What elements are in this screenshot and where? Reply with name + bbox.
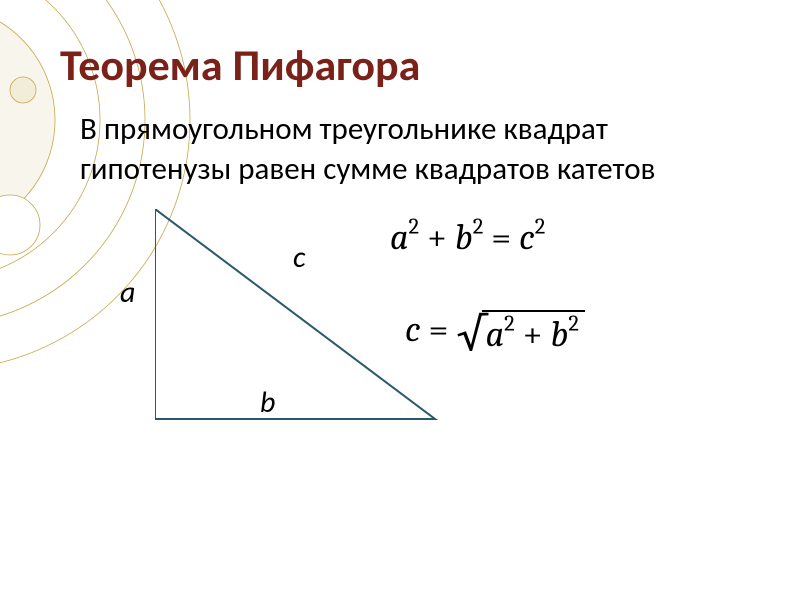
label-c: c: [293, 239, 305, 276]
label-b: b: [260, 384, 275, 421]
label-a: a: [120, 274, 135, 311]
theorem-text: В прямоугольном треугольнике квадрат гип…: [60, 110, 740, 189]
formula-sum-squares: a2 + b2 = c2: [390, 217, 545, 258]
formula-hypotenuse: c = √a2 + b2: [405, 309, 585, 355]
page-title: Теорема Пифагора: [60, 38, 740, 92]
diagram-area: a b c a2 + b2 = c2 c = √a2 + b2: [60, 189, 740, 509]
